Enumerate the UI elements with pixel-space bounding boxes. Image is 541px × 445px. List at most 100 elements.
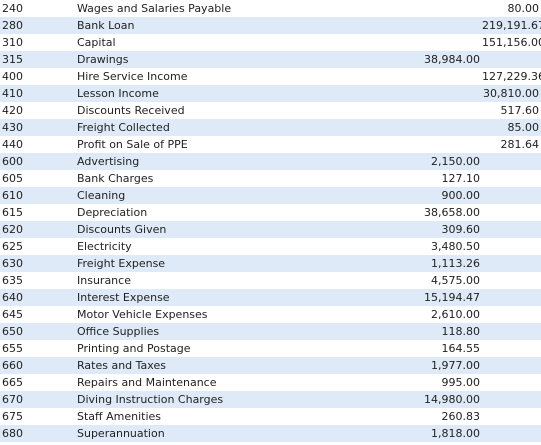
debit-amount: 127.10 <box>346 170 482 187</box>
credit-amount <box>482 272 541 289</box>
account-code: 655 <box>0 340 34 357</box>
account-name: Profit on Sale of PPE <box>34 136 346 153</box>
account-code: 675 <box>0 408 34 425</box>
credit-amount: 80.00 <box>482 0 541 17</box>
account-code: 640 <box>0 289 34 306</box>
account-code: 240 <box>0 0 34 17</box>
debit-amount <box>346 0 482 17</box>
credit-amount <box>482 391 541 408</box>
account-code: 670 <box>0 391 34 408</box>
account-name: Wages and Salaries Payable <box>34 0 346 17</box>
account-name: Office Supplies <box>34 323 346 340</box>
account-code: 400 <box>0 68 34 85</box>
account-name: Discounts Given <box>34 221 346 238</box>
account-code: 430 <box>0 119 34 136</box>
account-name: Freight Collected <box>34 119 346 136</box>
account-code: 610 <box>0 187 34 204</box>
table-row: 620 Discounts Given 309.60 <box>0 221 541 238</box>
account-code: 440 <box>0 136 34 153</box>
debit-amount: 1,818.00 <box>346 425 482 442</box>
account-code: 650 <box>0 323 34 340</box>
table-row: 605 Bank Charges 127.10 <box>0 170 541 187</box>
table-row: 280 Bank Loan 219,191.67 <box>0 17 541 34</box>
debit-amount: 900.00 <box>346 187 482 204</box>
table-row: 310 Capital 151,156.00 <box>0 34 541 51</box>
debit-amount <box>346 102 482 119</box>
account-code: 645 <box>0 306 34 323</box>
account-name: Rates and Taxes <box>34 357 346 374</box>
debit-amount: 38,658.00 <box>346 204 482 221</box>
debit-amount: 1,977.00 <box>346 357 482 374</box>
account-code: 310 <box>0 34 34 51</box>
debit-amount: 2,610.00 <box>346 306 482 323</box>
account-code: 635 <box>0 272 34 289</box>
table-row: 410 Lesson Income 30,810.00 <box>0 85 541 102</box>
table-row: 675 Staff Amenities 260.83 <box>0 408 541 425</box>
account-name: Discounts Received <box>34 102 346 119</box>
table-row: 640 Interest Expense 15,194.47 <box>0 289 541 306</box>
account-code: 605 <box>0 170 34 187</box>
credit-amount <box>482 374 541 391</box>
debit-amount: 1,113.26 <box>346 255 482 272</box>
account-name: Lesson Income <box>34 85 346 102</box>
debit-amount: 4,575.00 <box>346 272 482 289</box>
account-code: 600 <box>0 153 34 170</box>
debit-amount <box>346 17 482 34</box>
debit-amount: 2,150.00 <box>346 153 482 170</box>
debit-amount: 38,984.00 <box>346 51 482 68</box>
table-row: 630 Freight Expense 1,113.26 <box>0 255 541 272</box>
credit-amount <box>482 306 541 323</box>
table-row: 615 Depreciation 38,658.00 <box>0 204 541 221</box>
account-name: Repairs and Maintenance <box>34 374 346 391</box>
account-code: 660 <box>0 357 34 374</box>
account-code: 630 <box>0 255 34 272</box>
debit-amount: 14,980.00 <box>346 391 482 408</box>
account-name: Electricity <box>34 238 346 255</box>
table-row: 625 Electricity 3,480.50 <box>0 238 541 255</box>
account-code: 620 <box>0 221 34 238</box>
debit-amount: 3,480.50 <box>346 238 482 255</box>
table-row: 430 Freight Collected 85.00 <box>0 119 541 136</box>
credit-amount <box>482 357 541 374</box>
debit-amount <box>346 119 482 136</box>
account-code: 280 <box>0 17 34 34</box>
credit-amount <box>482 187 541 204</box>
account-name: Bank Charges <box>34 170 346 187</box>
credit-amount: 127,229.36 <box>482 68 541 85</box>
credit-amount <box>482 238 541 255</box>
debit-amount: 995.00 <box>346 374 482 391</box>
credit-amount: 85.00 <box>482 119 541 136</box>
credit-amount <box>482 153 541 170</box>
debit-amount <box>346 85 482 102</box>
account-name: Printing and Postage <box>34 340 346 357</box>
credit-amount <box>482 289 541 306</box>
account-name: Staff Amenities <box>34 408 346 425</box>
account-name: Bank Loan <box>34 17 346 34</box>
table-row: 315 Drawings 38,984.00 <box>0 51 541 68</box>
account-code: 315 <box>0 51 34 68</box>
credit-amount <box>482 170 541 187</box>
credit-amount <box>482 51 541 68</box>
credit-amount <box>482 340 541 357</box>
account-name: Motor Vehicle Expenses <box>34 306 346 323</box>
table-row: 635 Insurance 4,575.00 <box>0 272 541 289</box>
table-row: 600 Advertising 2,150.00 <box>0 153 541 170</box>
debit-amount: 164.55 <box>346 340 482 357</box>
credit-amount: 281.64 <box>482 136 541 153</box>
table-row: 660 Rates and Taxes 1,977.00 <box>0 357 541 374</box>
account-name: Depreciation <box>34 204 346 221</box>
credit-amount <box>482 255 541 272</box>
table-row: 655 Printing and Postage 164.55 <box>0 340 541 357</box>
table-row: 440 Profit on Sale of PPE 281.64 <box>0 136 541 153</box>
account-name: Freight Expense <box>34 255 346 272</box>
table-row: 650 Office Supplies 118.80 <box>0 323 541 340</box>
credit-amount <box>482 221 541 238</box>
table-row: 400 Hire Service Income 127,229.36 <box>0 68 541 85</box>
account-code: 625 <box>0 238 34 255</box>
account-code: 420 <box>0 102 34 119</box>
credit-amount <box>482 425 541 442</box>
account-name: Capital <box>34 34 346 51</box>
account-name: Interest Expense <box>34 289 346 306</box>
